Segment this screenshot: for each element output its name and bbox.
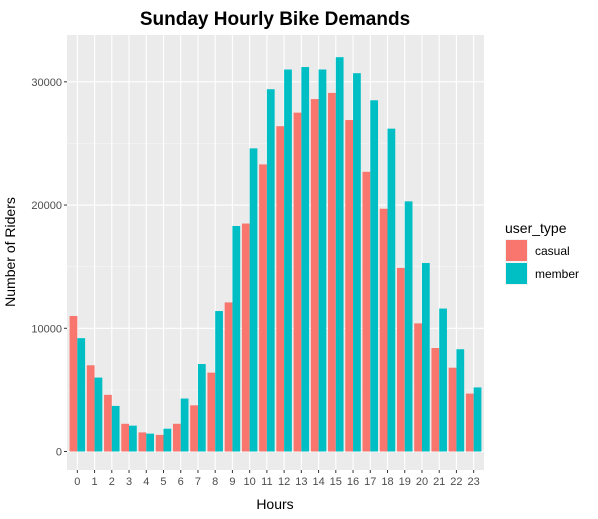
x-axis-ticks: 0 1 2 3 4 5 6 7 8 9 10 11 12 13 14 15 16 17 18 19 20 21 22 23 xyxy=(74,470,480,488)
bar-casual-hour-22 xyxy=(448,367,457,452)
x-tick-label: 11 xyxy=(261,476,272,488)
bar-casual-hour-19 xyxy=(396,267,405,452)
bar-casual-hour-1 xyxy=(86,365,95,452)
bar-casual-hour-8 xyxy=(207,372,216,452)
bar-casual-hour-20 xyxy=(414,323,422,452)
bar-casual-hour-5 xyxy=(155,434,164,452)
x-tick-label: 15 xyxy=(330,476,342,488)
bar-member-hour-9 xyxy=(232,226,241,452)
bar-member-hour-17 xyxy=(370,100,379,452)
x-tick-label: 4 xyxy=(143,476,149,488)
legend-title: user_type xyxy=(505,220,567,236)
bar-member-hour-21 xyxy=(439,308,447,452)
bar-member-hour-14 xyxy=(318,69,327,452)
bar-casual-hour-18 xyxy=(379,208,388,452)
bar-member-hour-3 xyxy=(129,425,137,452)
y-tick-label: 0 xyxy=(56,447,62,459)
bar-casual-hour-9 xyxy=(224,302,233,452)
chart-title: Sunday Hourly Bike Demands xyxy=(140,9,410,30)
bar-casual-hour-10 xyxy=(241,223,250,452)
y-tick-label: 30000 xyxy=(31,77,62,89)
bar-casual-hour-3 xyxy=(121,423,130,452)
bar-casual-hour-7 xyxy=(190,405,198,452)
x-tick-label: 13 xyxy=(295,476,307,488)
x-tick-label: 1 xyxy=(92,476,98,488)
bar-member-hour-7 xyxy=(197,364,206,452)
bar-member-hour-5 xyxy=(163,428,172,452)
x-tick-label: 12 xyxy=(278,476,290,488)
x-tick-label: 7 xyxy=(195,476,201,488)
bar-casual-hour-23 xyxy=(465,393,474,452)
bar-member-hour-19 xyxy=(404,201,413,452)
bar-casual-hour-13 xyxy=(293,112,302,452)
bar-member-hour-2 xyxy=(111,405,120,452)
bar-casual-hour-14 xyxy=(310,99,319,452)
bar-member-hour-4 xyxy=(146,433,155,452)
bar-member-hour-1 xyxy=(94,377,103,452)
bar-member-hour-0 xyxy=(77,338,86,452)
bar-casual-hour-17 xyxy=(362,171,371,452)
bar-casual-hour-4 xyxy=(138,432,147,452)
x-tick-label: 21 xyxy=(433,476,445,488)
x-tick-label: 6 xyxy=(178,476,184,488)
x-tick-label: 23 xyxy=(468,476,480,488)
x-axis-label: Hours xyxy=(256,496,293,512)
bar-member-hour-20 xyxy=(421,262,430,452)
x-tick-label: 22 xyxy=(450,476,462,488)
x-tick-label: 17 xyxy=(364,476,376,488)
bar-member-hour-6 xyxy=(180,398,189,452)
bar-member-hour-13 xyxy=(301,67,310,452)
bar-member-hour-15 xyxy=(335,57,344,452)
x-tick-label: 14 xyxy=(312,476,324,488)
legend-swatch-casual xyxy=(506,240,527,261)
bar-casual-hour-16 xyxy=(345,120,354,452)
bar-member-hour-23 xyxy=(473,387,482,452)
x-tick-label: 0 xyxy=(74,476,80,488)
x-tick-label: 8 xyxy=(212,476,218,488)
legend-swatch-member xyxy=(506,263,527,284)
x-tick-label: 3 xyxy=(126,476,132,488)
bar-casual-hour-12 xyxy=(276,126,285,452)
bar-member-hour-18 xyxy=(387,128,396,452)
bar-member-hour-11 xyxy=(266,89,275,452)
y-tick-label: 10000 xyxy=(31,323,62,335)
x-tick-label: 16 xyxy=(347,476,359,488)
bar-member-hour-16 xyxy=(353,73,361,452)
legend-label-member: member xyxy=(535,267,579,281)
bar-casual-hour-11 xyxy=(259,164,267,452)
x-tick-label: 18 xyxy=(381,476,393,488)
legend: user_type casual member xyxy=(505,220,579,285)
bar-member-hour-8 xyxy=(215,311,223,452)
x-tick-label: 10 xyxy=(244,476,256,488)
bar-casual-hour-15 xyxy=(328,92,336,452)
bar-casual-hour-21 xyxy=(431,348,440,452)
bar-casual-hour-6 xyxy=(172,423,181,452)
bar-member-hour-12 xyxy=(284,69,292,452)
x-tick-label: 19 xyxy=(399,476,411,488)
bars xyxy=(69,57,482,452)
y-axis-label: Number of Riders xyxy=(2,197,18,307)
bar-member-hour-22 xyxy=(456,349,465,452)
y-tick-label: 20000 xyxy=(31,200,62,212)
x-tick-label: 2 xyxy=(109,476,115,488)
legend-label-casual: casual xyxy=(535,244,570,258)
bar-casual-hour-0 xyxy=(69,315,78,452)
x-tick-label: 9 xyxy=(229,476,235,488)
x-tick-label: 5 xyxy=(160,476,166,488)
bar-casual-hour-2 xyxy=(104,394,112,452)
y-axis-ticks: 0 10000 20000 30000 xyxy=(31,77,67,459)
bar-member-hour-10 xyxy=(249,148,258,452)
x-tick-label: 20 xyxy=(416,476,428,488)
